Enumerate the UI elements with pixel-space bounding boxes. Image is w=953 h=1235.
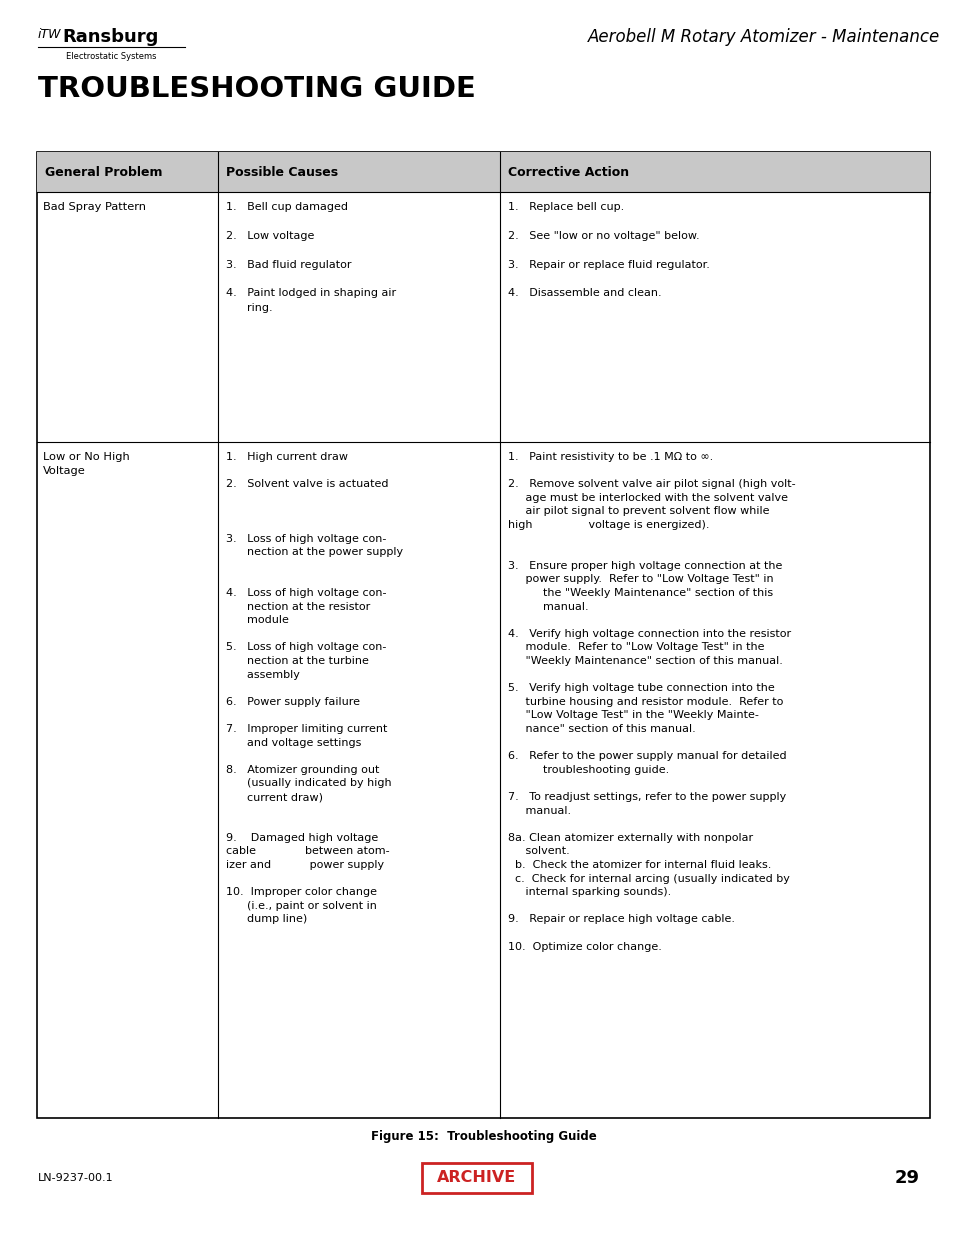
Text: 1.   Replace bell cup.

2.   See "low or no voltage" below.

3.   Repair or repl: 1. Replace bell cup. 2. See "low or no v… [507, 203, 709, 299]
Bar [37, 152, 929, 1118]
Text: Electrostatic Systems: Electrostatic Systems [66, 52, 156, 61]
FancyBboxPatch shape [421, 1163, 532, 1193]
Text: 29: 29 [894, 1170, 919, 1187]
Text: 1.   Bell cup damaged

2.   Low voltage

3.   Bad fluid regulator

4.   Paint lo: 1. Bell cup damaged 2. Low voltage 3. Ba… [226, 203, 395, 312]
Text: Figure 15:  Troubleshooting Guide: Figure 15: Troubleshooting Guide [370, 1130, 596, 1144]
Text: 1.   Paint resistivity to be .1 MΩ to ∞.

2.   Remove solvent valve air pilot si: 1. Paint resistivity to be .1 MΩ to ∞. 2… [507, 452, 795, 952]
Text: TROUBLESHOOTING GUIDE: TROUBLESHOOTING GUIDE [38, 75, 476, 103]
Text: LN-9237-00.1: LN-9237-00.1 [38, 1173, 113, 1183]
Text: Corrective Action: Corrective Action [507, 165, 628, 179]
Bar [37, 152, 929, 191]
Text: Ransburg: Ransburg [62, 28, 158, 46]
Text: iTW: iTW [38, 28, 61, 41]
Text: ARCHIVE: ARCHIVE [436, 1171, 517, 1186]
Text: 1.   High current draw

2.   Solvent valve is actuated



3.   Loss of high volt: 1. High current draw 2. Solvent valve is… [226, 452, 403, 925]
Text: Low or No High
Voltage: Low or No High Voltage [43, 452, 130, 475]
Text: Bad Spray Pattern: Bad Spray Pattern [43, 203, 146, 212]
Text: Aerobell M Rotary Atomizer - Maintenance: Aerobell M Rotary Atomizer - Maintenance [587, 28, 939, 46]
Text: General Problem: General Problem [45, 165, 162, 179]
Text: Possible Causes: Possible Causes [226, 165, 337, 179]
